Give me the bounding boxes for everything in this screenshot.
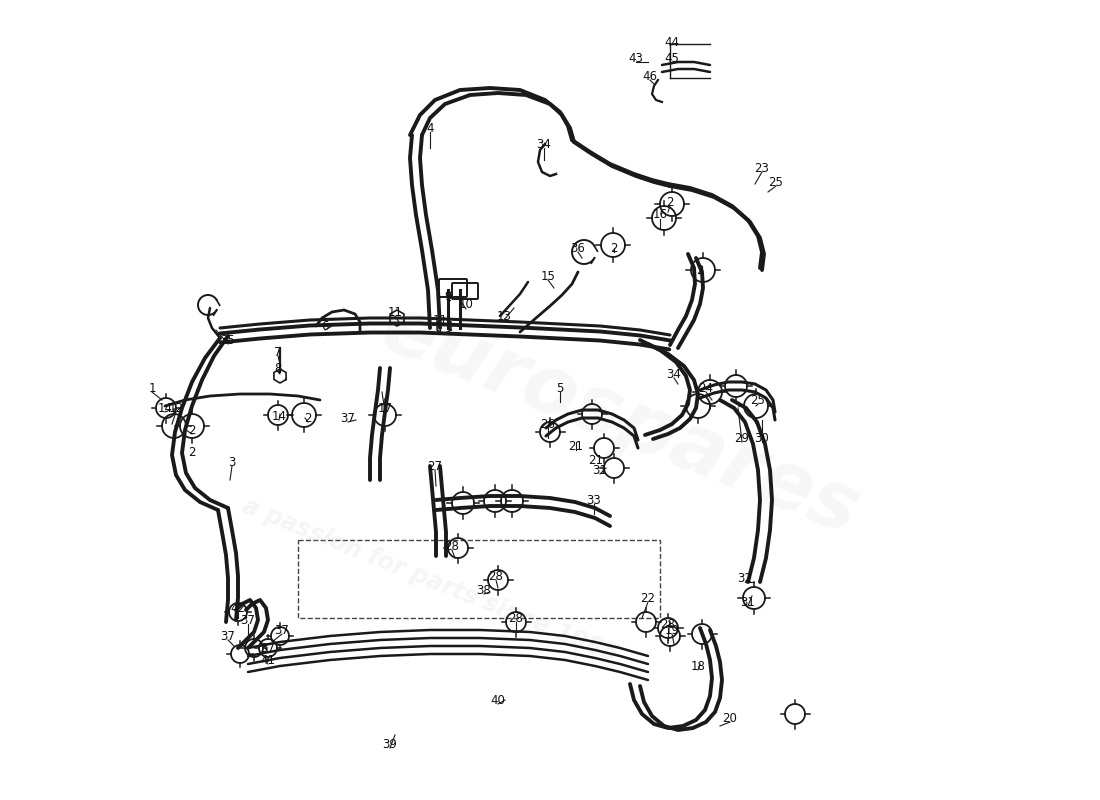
- Text: 39: 39: [383, 738, 397, 750]
- Text: 29: 29: [735, 431, 749, 445]
- Text: 25: 25: [750, 394, 766, 406]
- Text: 37: 37: [221, 630, 235, 642]
- Text: 41: 41: [261, 654, 275, 666]
- Text: 2: 2: [610, 242, 618, 254]
- Text: 21: 21: [588, 454, 604, 466]
- Text: 2: 2: [188, 446, 196, 459]
- Text: 17: 17: [377, 402, 393, 414]
- Text: 33: 33: [586, 494, 602, 506]
- Text: 3: 3: [229, 455, 235, 469]
- Text: 11: 11: [387, 306, 403, 318]
- Text: 15: 15: [540, 270, 556, 282]
- Text: 36: 36: [571, 242, 585, 254]
- Text: 26: 26: [540, 418, 556, 430]
- Text: 25: 25: [769, 175, 783, 189]
- Text: 4: 4: [427, 122, 433, 134]
- Text: 46: 46: [642, 70, 658, 82]
- Text: 38: 38: [476, 583, 492, 597]
- Text: 37: 37: [261, 642, 275, 654]
- Text: 14: 14: [157, 402, 173, 414]
- Text: 14: 14: [272, 410, 286, 422]
- Text: 20: 20: [723, 711, 737, 725]
- Text: 2: 2: [667, 195, 673, 209]
- Text: 40: 40: [491, 694, 505, 706]
- Text: 1: 1: [148, 382, 156, 394]
- Text: 45: 45: [664, 51, 680, 65]
- Text: 37: 37: [275, 623, 289, 637]
- Text: 23: 23: [755, 162, 769, 174]
- Text: eurospares: eurospares: [370, 289, 870, 551]
- Text: 27: 27: [428, 459, 442, 473]
- Text: 2: 2: [305, 411, 311, 425]
- Text: 24: 24: [698, 382, 714, 394]
- Text: a passion for parts since 1985: a passion for parts since 1985: [239, 494, 622, 666]
- Text: 7: 7: [274, 346, 282, 358]
- Text: 22: 22: [640, 591, 656, 605]
- Text: 18: 18: [691, 659, 705, 673]
- Text: 19: 19: [664, 623, 680, 637]
- Text: 16: 16: [652, 209, 668, 222]
- Text: 2: 2: [188, 423, 196, 437]
- Text: 35: 35: [221, 334, 235, 346]
- Text: 28: 28: [488, 570, 504, 582]
- Text: 31: 31: [740, 595, 756, 609]
- Text: 28: 28: [661, 618, 675, 630]
- Text: 10: 10: [459, 298, 473, 311]
- Text: 30: 30: [755, 431, 769, 445]
- Text: 31: 31: [593, 463, 607, 477]
- Text: 42: 42: [231, 602, 245, 614]
- Text: 5: 5: [557, 382, 563, 394]
- Text: 9: 9: [444, 290, 452, 302]
- Text: 43: 43: [628, 51, 643, 65]
- Text: 34: 34: [537, 138, 551, 150]
- Text: 34: 34: [667, 367, 681, 381]
- Text: 37: 37: [341, 411, 355, 425]
- Text: 28: 28: [508, 611, 524, 625]
- Text: 32: 32: [738, 571, 752, 585]
- Text: 37: 37: [241, 614, 255, 626]
- Text: 8: 8: [274, 362, 282, 374]
- Text: 12: 12: [168, 402, 184, 414]
- Text: 2: 2: [696, 263, 704, 277]
- Text: 28: 28: [444, 539, 460, 553]
- Text: 11: 11: [432, 314, 448, 326]
- Text: 13: 13: [496, 310, 512, 322]
- Text: 21: 21: [569, 439, 583, 453]
- Text: 44: 44: [664, 35, 680, 49]
- Text: 6: 6: [321, 319, 329, 333]
